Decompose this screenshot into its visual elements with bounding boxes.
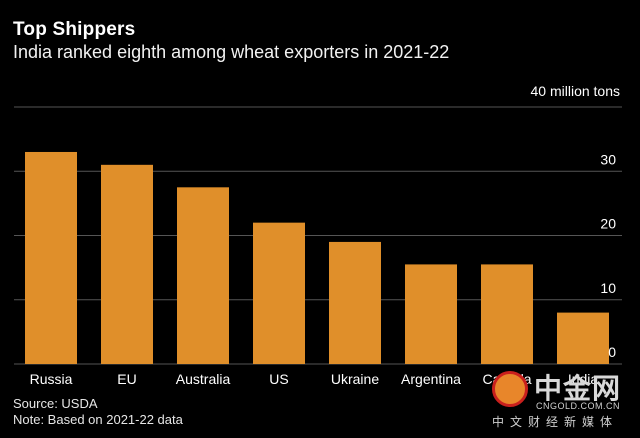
watermark-logo-icon <box>492 371 528 407</box>
watermark: 中金网 CNGOLD.COM.CN 中文财经新媒体 <box>486 365 636 435</box>
watermark-domain: CNGOLD.COM.CN <box>536 401 621 411</box>
bar-canada <box>481 264 533 364</box>
x-tick-label: Australia <box>176 371 231 387</box>
bar-india <box>557 312 609 364</box>
bar-russia <box>25 151 77 364</box>
y-tick-label: 10 <box>600 280 616 296</box>
bar-australia <box>177 187 229 364</box>
data-note: Note: Based on 2021-22 data <box>13 412 183 427</box>
x-tick-label: India <box>568 371 599 387</box>
y-tick-label: 0 <box>608 344 616 360</box>
watermark-tagline: 中文财经新媒体 <box>492 415 619 429</box>
y-tick-label: 30 <box>600 151 616 167</box>
x-tick-label: EU <box>117 371 136 387</box>
x-tick-label: Russia <box>30 371 73 387</box>
source-note: Source: USDA <box>13 396 98 411</box>
bar-eu <box>101 164 153 364</box>
y-axis-unit-label: 40 million tons <box>531 83 621 99</box>
chart-subtitle: India ranked eighth among wheat exporter… <box>13 42 450 62</box>
x-tick-label: Argentina <box>401 371 461 387</box>
x-tick-label: Ukraine <box>331 371 379 387</box>
watermark-name: 中金网 <box>534 372 622 405</box>
chart-title: Top Shippers <box>13 19 136 40</box>
x-tick-label: US <box>269 371 288 387</box>
bar-ukraine <box>329 241 381 364</box>
y-tick-label: 20 <box>600 216 616 232</box>
bar-argentina <box>405 264 457 364</box>
bar-us <box>253 222 305 364</box>
